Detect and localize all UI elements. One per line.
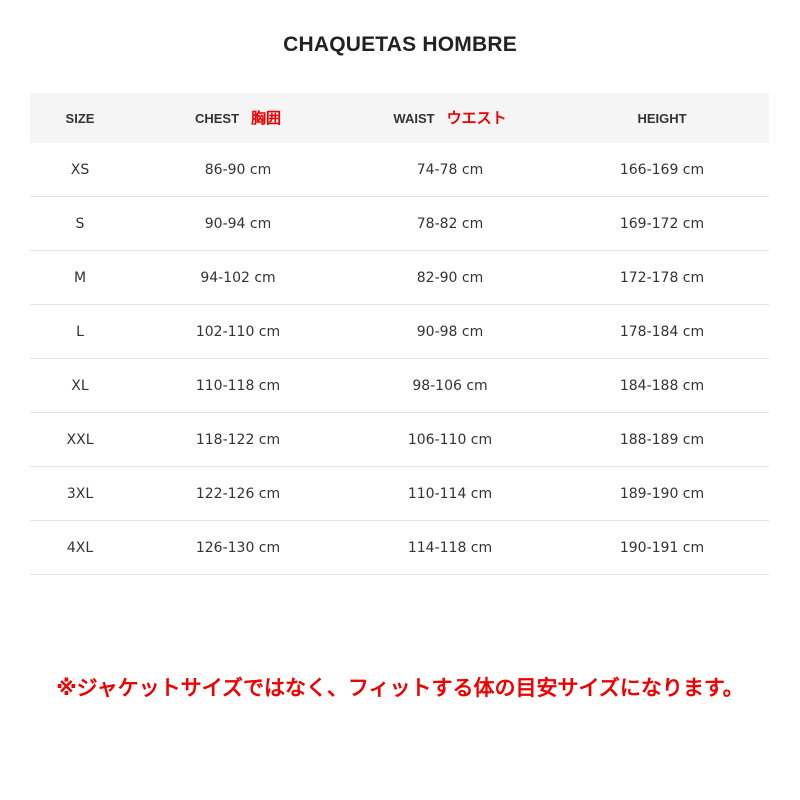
cell-waist: 114-118 cm — [407, 539, 493, 556]
header-label: WAIST — [393, 110, 435, 126]
header-label: HEIGHT — [637, 110, 687, 126]
table-row: L 102-110 cm 90-98 cm 178-184 cm — [30, 305, 769, 359]
cell-chest: 94-102 cm — [200, 269, 276, 286]
header-chest: CHEST 胸囲 — [195, 93, 281, 143]
header-height: HEIGHT — [637, 93, 686, 143]
cell-chest: 126-130 cm — [195, 539, 281, 556]
table-row: XL 110-118 cm 98-106 cm 184-188 cm — [30, 359, 769, 413]
cell-waist: 110-114 cm — [407, 485, 493, 502]
cell-height: 189-190 cm — [619, 485, 705, 502]
cell-chest: 122-126 cm — [195, 485, 281, 502]
cell-height: 169-172 cm — [619, 215, 705, 232]
cell-size: S — [75, 215, 85, 232]
cell-waist: 78-82 cm — [416, 215, 484, 232]
cell-size: L — [76, 323, 84, 340]
size-table: SIZE CHEST 胸囲 WAIST ウエスト HEIGHT XS 86-90 cm… — [30, 93, 769, 575]
cell-height: 190-191 cm — [619, 539, 705, 556]
fit-note: ※ジャケットサイズではなく、フィットする体の目安サイズになります。 — [56, 676, 744, 700]
table-row: M 94-102 cm 82-90 cm 172-178 cm — [30, 251, 769, 305]
cell-waist: 106-110 cm — [407, 431, 493, 448]
cell-height: 184-188 cm — [619, 377, 705, 394]
cell-size: 4XL — [66, 539, 94, 556]
cell-chest: 118-122 cm — [195, 431, 281, 448]
header-label: SIZE — [65, 110, 95, 126]
cell-chest: 90-94 cm — [204, 215, 272, 232]
header-waist: WAIST ウエスト — [393, 93, 506, 143]
header-label: CHEST — [194, 110, 240, 126]
cell-waist: 74-78 cm — [416, 161, 484, 178]
cell-size: 3XL — [66, 485, 94, 502]
cell-height: 166-169 cm — [619, 161, 705, 178]
cell-size: XXL — [66, 431, 94, 448]
cell-chest: 110-118 cm — [195, 377, 281, 394]
table-row: XXL 118-122 cm 106-110 cm 188-189 cm — [30, 413, 769, 467]
header-jp-label: 胸囲 — [251, 109, 282, 127]
cell-chest: 86-90 cm — [204, 161, 272, 178]
page-title: CHAQUETAS HOMBRE — [283, 33, 517, 56]
cell-height: 188-189 cm — [619, 431, 705, 448]
cell-waist: 98-106 cm — [412, 377, 488, 394]
table-row: 3XL 122-126 cm 110-114 cm 189-190 cm — [30, 467, 769, 521]
table-row: S 90-94 cm 78-82 cm 169-172 cm — [30, 197, 769, 251]
table-header: SIZE CHEST 胸囲 WAIST ウエスト HEIGHT — [30, 93, 769, 143]
cell-waist: 82-90 cm — [416, 269, 484, 286]
cell-height: 178-184 cm — [619, 323, 705, 340]
cell-size: XL — [71, 377, 89, 394]
table-row: XS 86-90 cm 74-78 cm 166-169 cm — [30, 143, 769, 197]
cell-waist: 90-98 cm — [416, 323, 484, 340]
header-jp-label: ウエスト — [446, 109, 507, 127]
cell-chest: 102-110 cm — [195, 323, 281, 340]
table-row: 4XL 126-130 cm 114-118 cm 190-191 cm — [30, 521, 769, 575]
cell-size: M — [73, 269, 87, 286]
cell-height: 172-178 cm — [619, 269, 705, 286]
cell-size: XS — [70, 161, 90, 178]
header-size: SIZE — [66, 93, 95, 143]
